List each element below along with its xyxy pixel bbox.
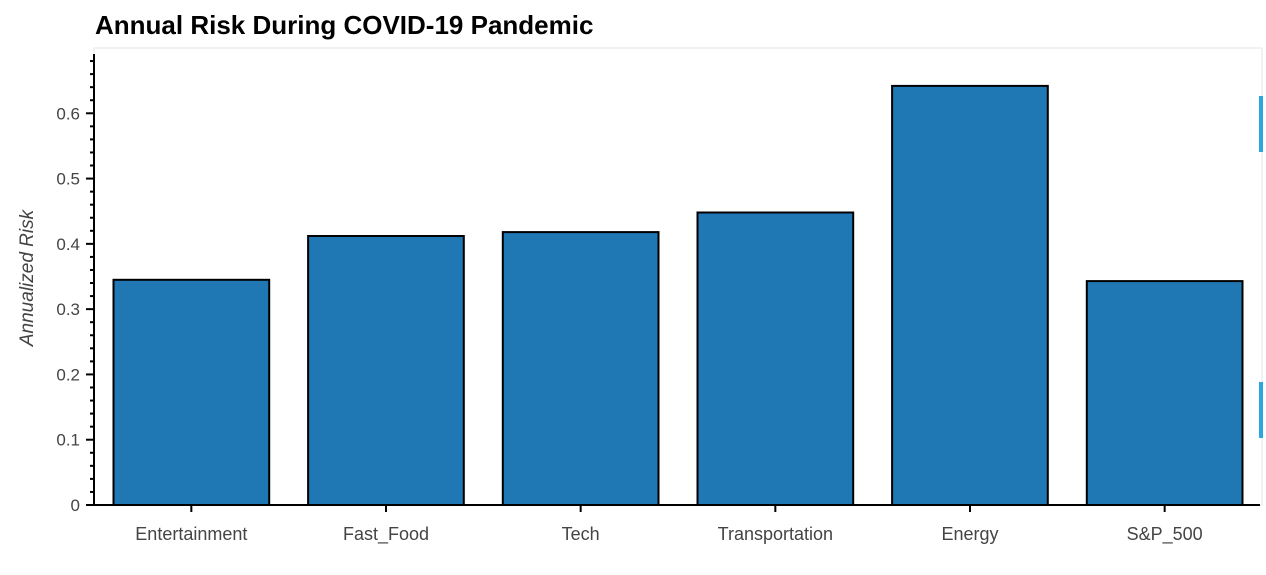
bar-entertainment <box>112 278 271 506</box>
bar-fast-food <box>307 235 465 506</box>
bar-tech <box>501 231 660 506</box>
bars <box>112 84 1244 507</box>
bar-transportation <box>696 211 855 506</box>
x-tick-label: Tech <box>562 524 600 544</box>
x-tick-label: S&P_500 <box>1127 524 1203 545</box>
y-tick-label: 0.4 <box>56 235 80 254</box>
chart-title: Annual Risk During COVID-19 Pandemic <box>95 10 593 40</box>
y-axis-label: Annualized Risk <box>17 208 38 347</box>
y-tick-label: 0.5 <box>56 170 80 189</box>
bar-s-p-500 <box>1085 280 1244 506</box>
x-tick-label: Energy <box>941 524 998 544</box>
y-tick-label: 0.1 <box>56 431 80 450</box>
bar-energy <box>891 84 1049 507</box>
toolbar-edge-marker <box>1259 96 1263 152</box>
x-tick-label: Entertainment <box>135 524 247 544</box>
y-tick-label: 0.2 <box>56 365 80 384</box>
toolbar-edge <box>1259 96 1263 438</box>
x-tick-label: Transportation <box>718 524 833 544</box>
x-tick-label: Fast_Food <box>343 524 429 545</box>
y-axis: 0 0.1 0.2 0.3 0.4 0.5 0.6 <box>56 54 95 515</box>
y-tick-label: 0 <box>71 496 80 515</box>
toolbar-edge-marker <box>1259 382 1263 438</box>
y-tick-label: 0.6 <box>56 104 80 123</box>
x-axis: Entertainment Fast_Food Tech Transportation… <box>86 504 1260 545</box>
y-tick-label: 0.3 <box>56 300 80 319</box>
